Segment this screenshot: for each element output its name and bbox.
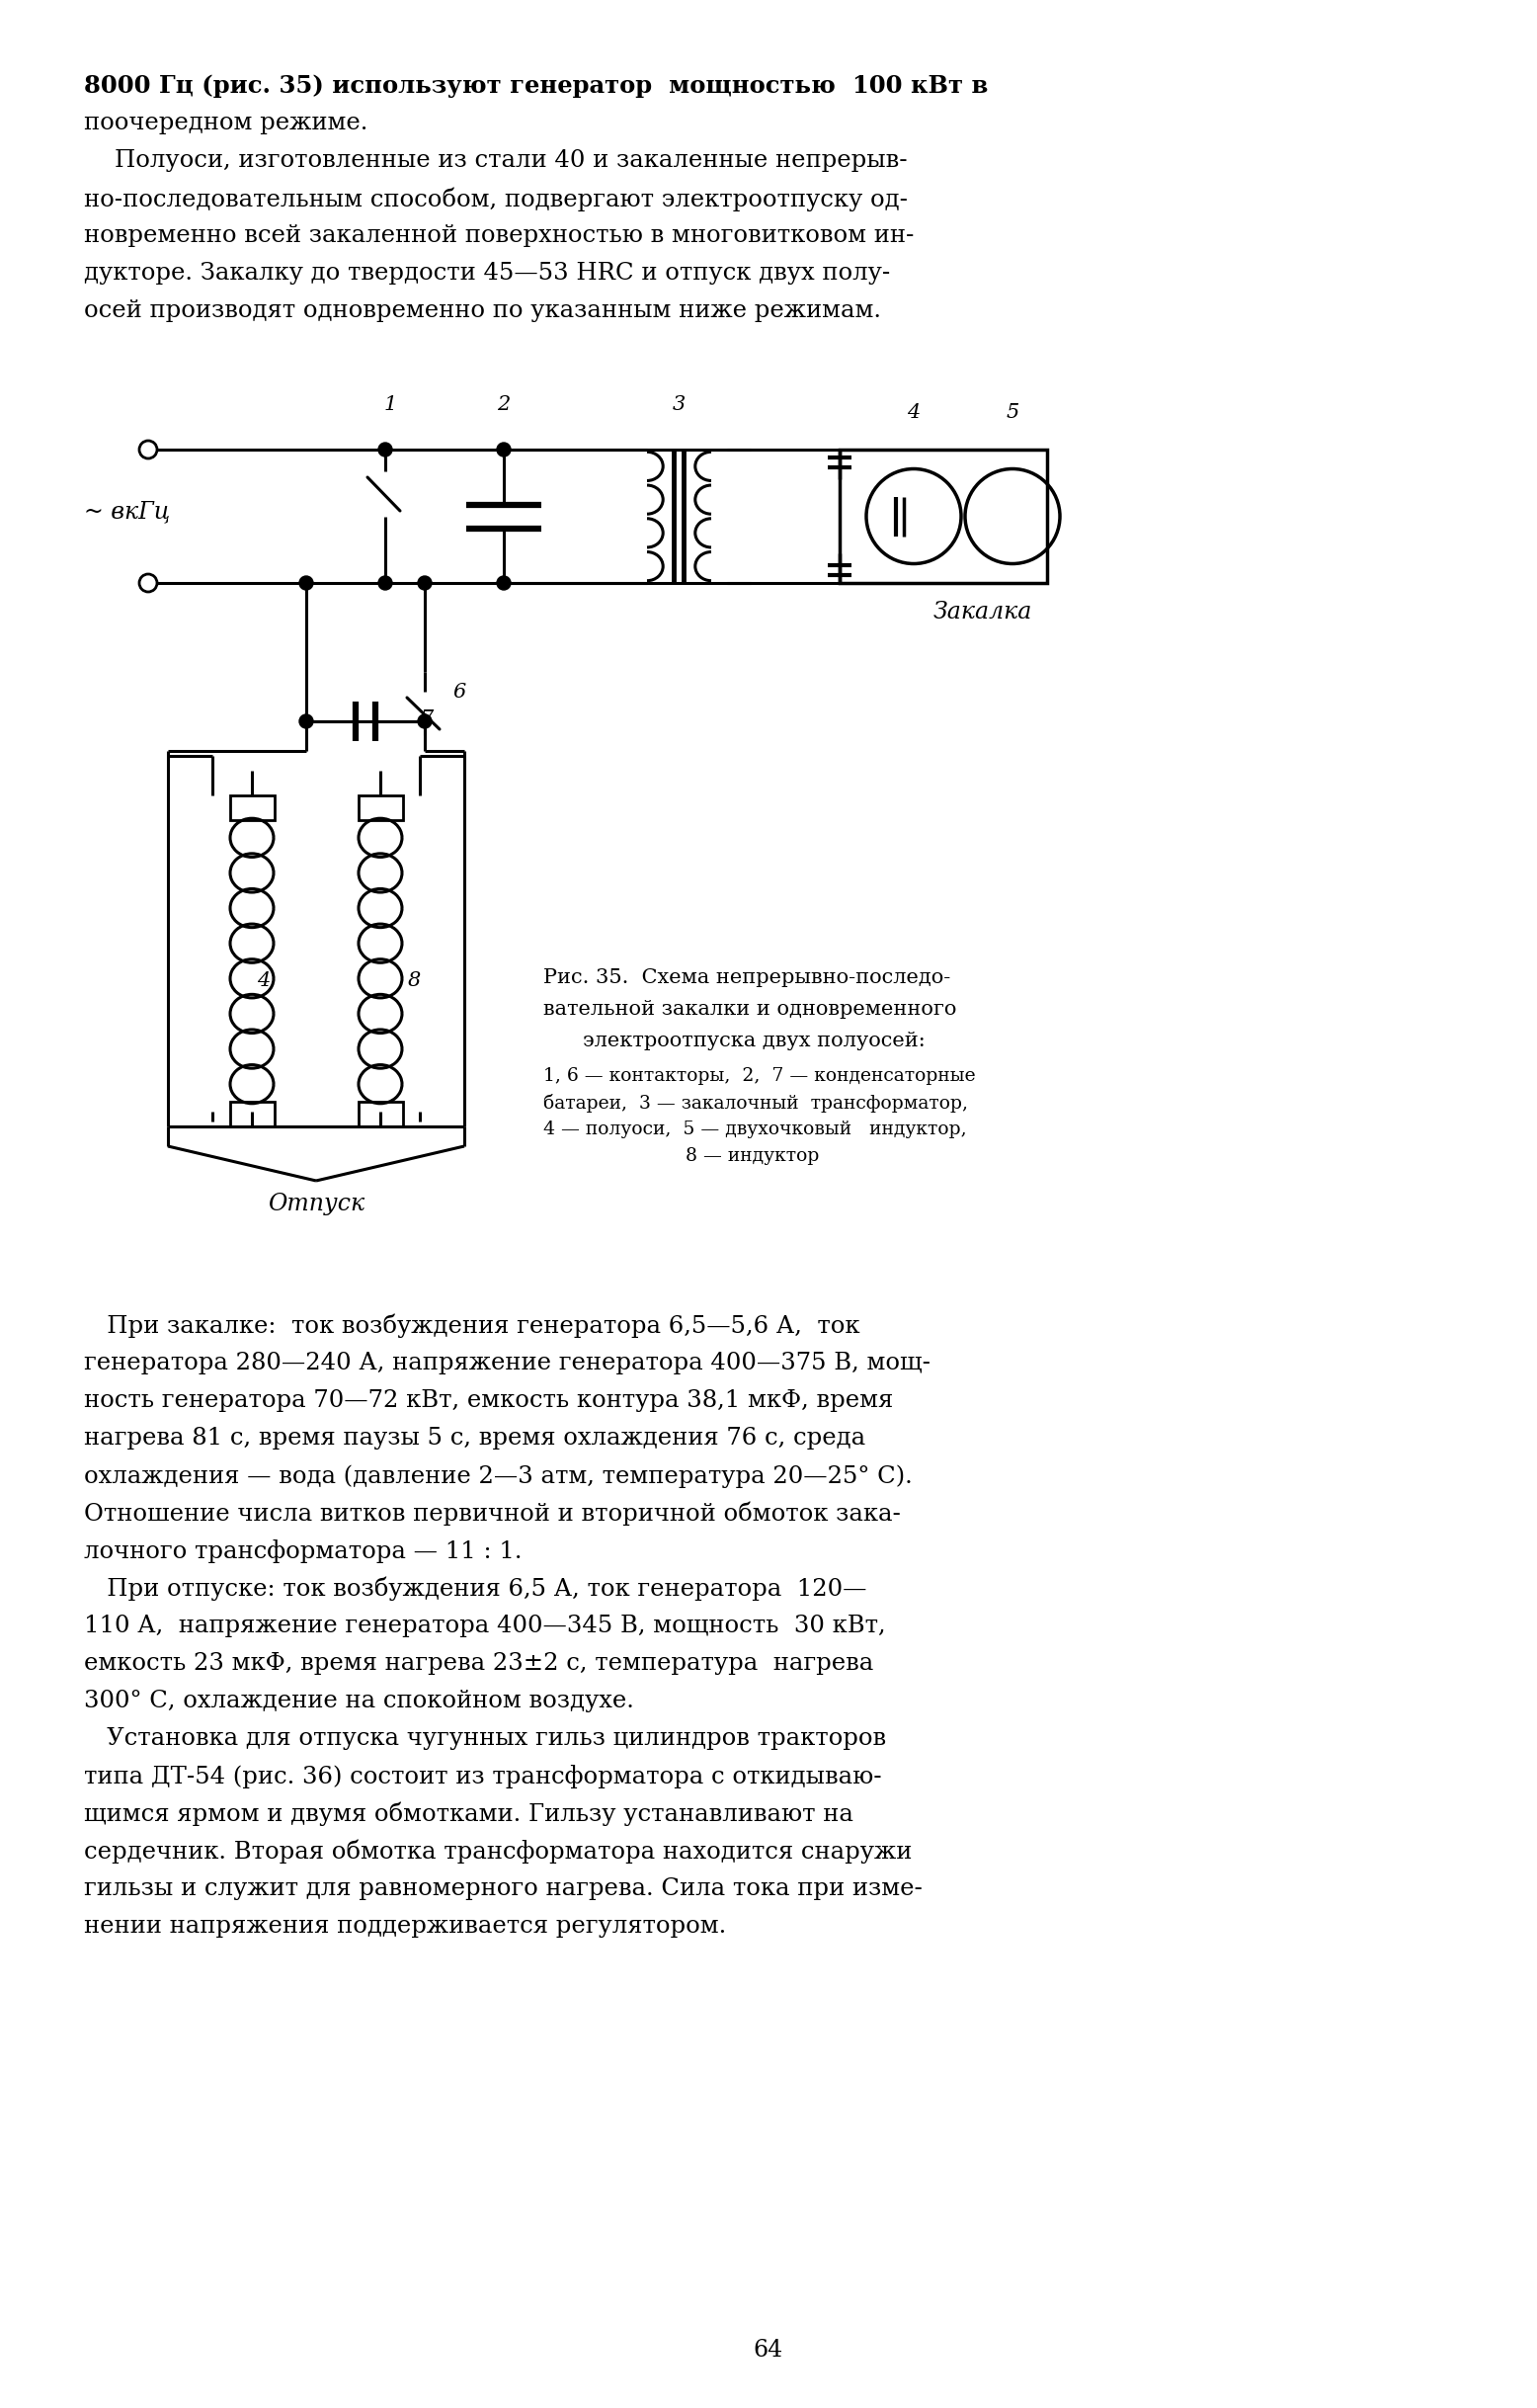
Text: 5: 5 xyxy=(1005,402,1019,421)
Text: Закалка: Закалка xyxy=(933,600,1033,624)
Text: 300° С, охлаждение на спокойном воздухе.: 300° С, охлаждение на спокойном воздухе. xyxy=(85,1690,635,1712)
Bar xyxy=(839,450,1047,583)
Circle shape xyxy=(496,443,510,458)
Text: дукторе. Закалку до твердости 45—53 HRC и отпуск двух полу-: дукторе. Закалку до твердости 45—53 HRC … xyxy=(85,262,890,284)
Text: вательной закалки и одновременного: вательной закалки и одновременного xyxy=(543,999,956,1019)
Text: 64: 64 xyxy=(753,2338,784,2362)
Text: Отпуск: Отпуск xyxy=(267,1192,364,1216)
Text: гильзы и служит для равномерного нагрева. Сила тока при изме-: гильзы и служит для равномерного нагрева… xyxy=(85,1878,922,1900)
Text: щимся ярмом и двумя обмотками. Гильзу устанавливают на: щимся ярмом и двумя обмотками. Гильзу ус… xyxy=(85,1801,853,1828)
Text: 8000 Гц (рис. 35) используют генератор  мощностью  100 кВт в: 8000 Гц (рис. 35) используют генератор м… xyxy=(85,75,988,99)
Bar xyxy=(231,795,275,821)
Bar xyxy=(231,1103,275,1127)
Text: 6: 6 xyxy=(452,681,466,701)
Circle shape xyxy=(300,576,314,590)
Text: При отпуске: ток возбуждения 6,5 А, ток генератора  120—: При отпуске: ток возбуждения 6,5 А, ток … xyxy=(85,1577,867,1601)
Text: 3: 3 xyxy=(673,395,686,414)
Text: но-последовательным способом, подвергают электроотпуску од-: но-последовательным способом, подвергают… xyxy=(85,188,908,212)
Text: нагрева 81 с, время паузы 5 с, время охлаждения 76 с, среда: нагрева 81 с, время паузы 5 с, время охл… xyxy=(85,1428,865,1450)
Text: 1, 6 — контакторы,  2,  7 — конденсаторные
батареи,  3 — закалочный  трансформат: 1, 6 — контакторы, 2, 7 — конденсаторные… xyxy=(543,1067,976,1165)
Text: Полуоси, изготовленные из стали 40 и закаленные непрерыв-: Полуоси, изготовленные из стали 40 и зак… xyxy=(85,149,907,171)
Text: Установка для отпуска чугунных гильз цилиндров тракторов: Установка для отпуска чугунных гильз цил… xyxy=(85,1727,887,1751)
Text: 7: 7 xyxy=(420,710,433,727)
Text: типа ДТ-54 (рис. 36) состоит из трансформатора с откидываю-: типа ДТ-54 (рис. 36) состоит из трансфор… xyxy=(85,1765,882,1789)
Circle shape xyxy=(378,443,392,458)
Circle shape xyxy=(300,715,314,727)
Text: сердечник. Вторая обмотка трансформатора находится снаружи: сердечник. Вторая обмотка трансформатора… xyxy=(85,1840,911,1864)
Text: 4: 4 xyxy=(907,402,921,421)
Text: 1: 1 xyxy=(384,395,397,414)
Text: 110 А,  напряжение генератора 400—345 В, мощность  30 кВт,: 110 А, напряжение генератора 400—345 В, … xyxy=(85,1613,885,1637)
Circle shape xyxy=(496,576,510,590)
Text: охлаждения — вода (давление 2—3 атм, температура 20—25° С).: охлаждения — вода (давление 2—3 атм, тем… xyxy=(85,1464,913,1488)
Circle shape xyxy=(418,715,432,727)
Bar xyxy=(358,1103,403,1127)
Text: новременно всей закаленной поверхностью в многовитковом ин-: новременно всей закаленной поверхностью … xyxy=(85,224,915,248)
Text: ность генератора 70—72 кВт, емкость контура 38,1 мкФ, время: ность генератора 70—72 кВт, емкость конт… xyxy=(85,1389,893,1411)
Text: ~ вкГц: ~ вкГц xyxy=(85,501,171,523)
Text: генератора 280—240 А, напряжение генератора 400—375 В, мощ-: генератора 280—240 А, напряжение генерат… xyxy=(85,1351,930,1375)
Bar xyxy=(358,795,403,821)
Text: лочного трансформатора — 11 : 1.: лочного трансформатора — 11 : 1. xyxy=(85,1539,523,1563)
Text: Рис. 35.  Схема непрерывно-последо-: Рис. 35. Схема непрерывно-последо- xyxy=(543,968,950,987)
Circle shape xyxy=(418,576,432,590)
Text: Отношение числа витков первичной и вторичной обмоток зака-: Отношение числа витков первичной и втори… xyxy=(85,1503,901,1527)
Text: 8: 8 xyxy=(407,970,421,990)
Text: поочередном режиме.: поочередном режиме. xyxy=(85,111,367,135)
Text: емкость 23 мкФ, время нагрева 23±2 с, температура  нагрева: емкость 23 мкФ, время нагрева 23±2 с, те… xyxy=(85,1652,873,1676)
Text: осей производят одновременно по указанным ниже режимам.: осей производят одновременно по указанны… xyxy=(85,299,881,323)
Text: 4: 4 xyxy=(257,970,271,990)
Text: электроотпуска двух полуосей:: электроотпуска двух полуосей: xyxy=(583,1031,925,1050)
Text: При закалке:  ток возбуждения генератора 6,5—5,6 А,  ток: При закалке: ток возбуждения генератора … xyxy=(85,1315,859,1339)
Text: 2: 2 xyxy=(498,395,510,414)
Text: нении напряжения поддерживается регулятором.: нении напряжения поддерживается регулято… xyxy=(85,1914,727,1938)
Circle shape xyxy=(378,576,392,590)
